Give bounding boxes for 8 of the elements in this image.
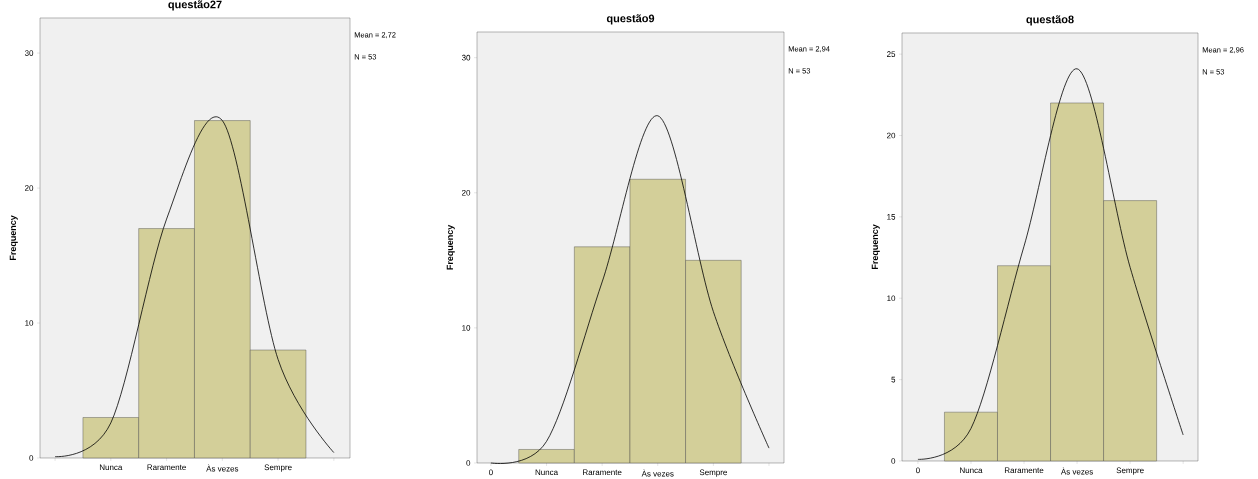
- line-series: [917, 68, 1184, 460]
- y-axis-title: Frequency: [446, 224, 455, 270]
- chart-title: questão27: [168, 0, 222, 11]
- line-series: [490, 115, 770, 464]
- chart-title: questão9: [606, 14, 655, 25]
- chart-title: questão8: [1026, 15, 1074, 26]
- y-axis-title: Frequency: [871, 224, 880, 270]
- y-axis-title: Frequency: [9, 215, 18, 261]
